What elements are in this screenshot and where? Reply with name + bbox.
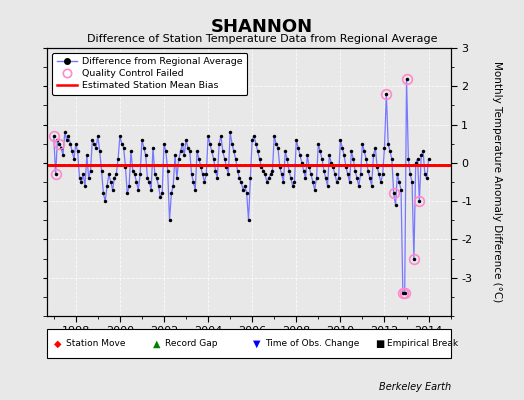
Text: SHANNON: SHANNON — [211, 18, 313, 36]
Text: ◆: ◆ — [54, 338, 61, 349]
Text: ▲: ▲ — [154, 338, 161, 349]
Y-axis label: Monthly Temperature Anomaly Difference (°C): Monthly Temperature Anomaly Difference (… — [492, 61, 501, 303]
Text: Station Move: Station Move — [66, 339, 125, 348]
Text: ■: ■ — [375, 338, 385, 349]
Text: ▼: ▼ — [253, 338, 260, 349]
Text: Berkeley Earth: Berkeley Earth — [378, 382, 451, 392]
Legend: Difference from Regional Average, Quality Control Failed, Estimated Station Mean: Difference from Regional Average, Qualit… — [52, 53, 247, 95]
Text: Difference of Station Temperature Data from Regional Average: Difference of Station Temperature Data f… — [87, 34, 437, 44]
Text: Empirical Break: Empirical Break — [387, 339, 458, 348]
Text: Time of Obs. Change: Time of Obs. Change — [265, 339, 359, 348]
Text: Record Gap: Record Gap — [165, 339, 217, 348]
